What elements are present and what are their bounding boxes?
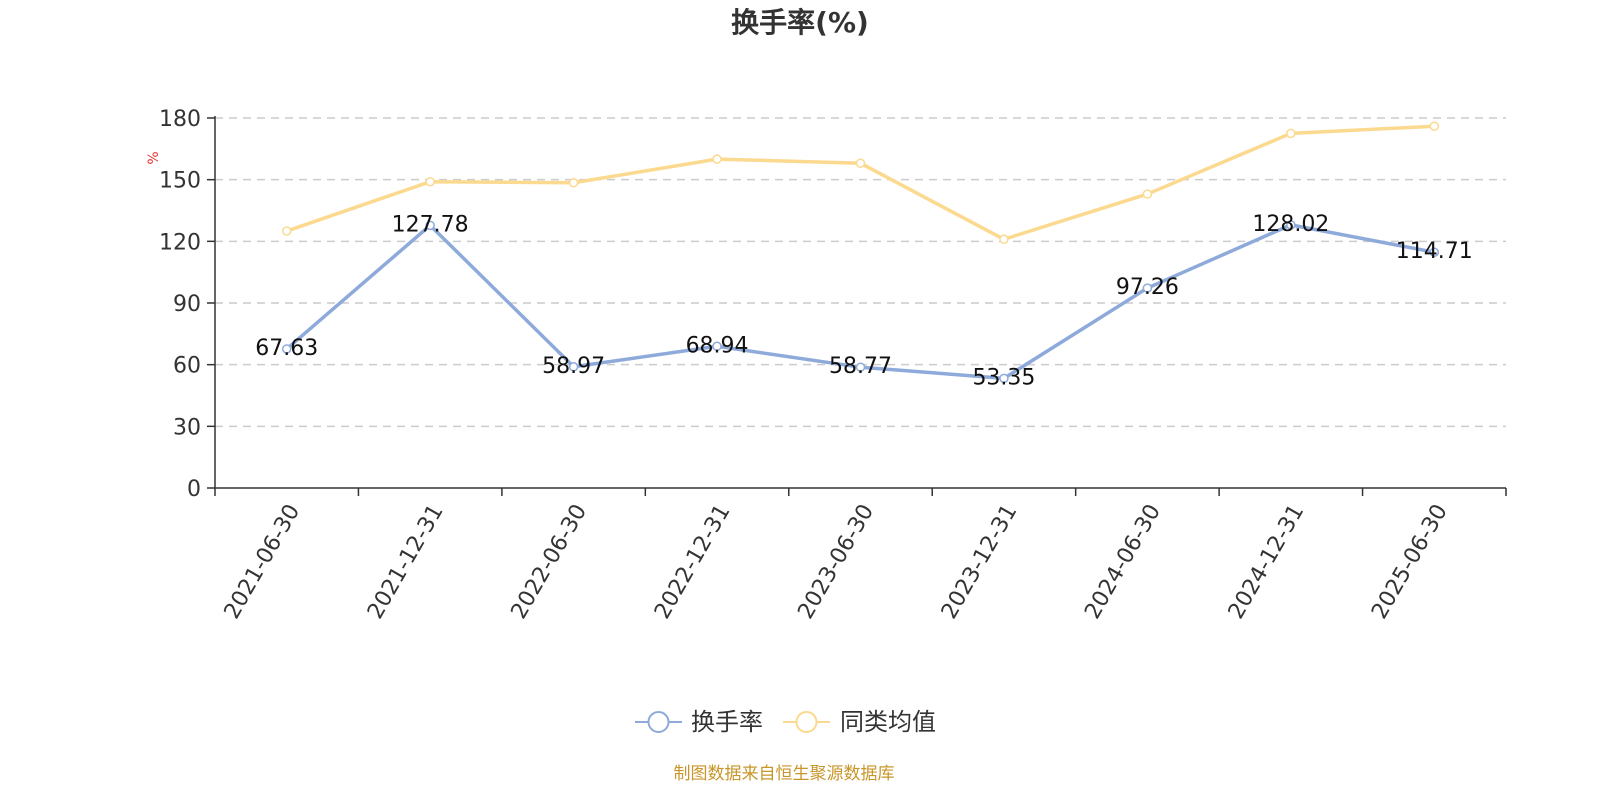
point-turnover-2025-06-30[interactable] [1429, 247, 1440, 257]
data-label-2021-12-31: 127.78 [392, 212, 469, 237]
point-turnover-2024-06-30[interactable] [1142, 283, 1153, 293]
legend-label-peer-average: 同类均值 [840, 708, 936, 736]
data-source-note: 制图数据来自恒生聚源数据库 [674, 764, 895, 784]
legend-marker-turnover [647, 711, 670, 733]
y-tick-label-90: 90 [173, 292, 201, 317]
series-lines [281, 121, 1440, 384]
data-label-2021-06-30: 67.63 [255, 336, 318, 361]
point-turnover-2022-12-31[interactable] [712, 341, 722, 352]
point-peer-average-2025-06-30[interactable] [1429, 121, 1440, 131]
point-peer-average-2023-06-30[interactable] [855, 158, 866, 168]
data-label-2025-06-30: 114.71 [1396, 239, 1473, 264]
x-tick-label-2022-06-30: 2022-06-30 [507, 500, 593, 623]
point-turnover-2022-06-30[interactable] [568, 362, 579, 372]
data-label-2022-12-31: 68.94 [686, 333, 749, 358]
y-axis-label: % [146, 151, 162, 164]
point-peer-average-2023-12-31[interactable] [999, 234, 1009, 245]
legend-label-turnover: 换手率 [691, 708, 763, 736]
x-tick-label-2024-06-30: 2024-06-30 [1080, 500, 1166, 623]
point-peer-average-2021-12-31[interactable] [425, 176, 435, 187]
point-peer-average-2024-06-30[interactable] [1142, 189, 1153, 199]
y-tick-label-0: 0 [187, 477, 201, 502]
data-label-2023-12-31: 53.35 [972, 365, 1035, 390]
y-tick-label-180: 180 [159, 107, 201, 132]
axes [207, 116, 1507, 496]
y-tick-labels: 0 30 60 90 120 150 180 [159, 107, 201, 502]
point-turnover-2023-06-30[interactable] [855, 362, 866, 372]
x-tick-label-2023-12-31: 2023-12-31 [937, 500, 1023, 623]
x-tick-label-2024-12-31: 2024-12-31 [1224, 500, 1310, 623]
point-peer-average-2021-06-30[interactable] [281, 226, 292, 236]
x-tick-label-2025-06-30: 2025-06-30 [1367, 500, 1453, 623]
point-turnover-2021-06-30[interactable] [281, 344, 292, 354]
data-labels: 67.63 127.78 58.97 68.94 58.77 53.35 97.26 128.… [255, 212, 1473, 390]
data-label-2023-06-30: 58.77 [829, 354, 892, 379]
data-label-2024-06-30: 97.26 [1116, 275, 1179, 300]
x-tick-label-2021-06-30: 2021-06-30 [220, 500, 306, 623]
legend-item-turnover[interactable]: 换手率 [635, 708, 763, 736]
x-tick-label-2021-12-31: 2021-12-31 [363, 500, 449, 623]
point-peer-average-2024-12-31[interactable] [1286, 128, 1296, 139]
y-tick-label-60: 60 [173, 354, 201, 379]
point-turnover-2021-12-31[interactable] [425, 220, 435, 231]
point-turnover-2023-12-31[interactable] [999, 373, 1009, 384]
point-peer-average-2022-06-30[interactable] [568, 178, 579, 188]
legend: 换手率 同类均值 [635, 708, 936, 736]
data-label-2024-12-31: 128.02 [1252, 212, 1329, 237]
point-peer-average-2022-12-31[interactable] [712, 154, 722, 164]
x-tick-label-2022-12-31: 2022-12-31 [650, 500, 736, 623]
legend-marker-peer-average [795, 711, 818, 733]
y-tick-label-120: 120 [159, 230, 201, 255]
y-tick-label-30: 30 [173, 415, 201, 440]
x-tick-labels: 2021-06-30 2021-12-31 2022-06-30 2022-12-31… [220, 500, 1453, 623]
legend-item-peer-average[interactable]: 同类均值 [783, 708, 936, 736]
x-tick-label-2023-06-30: 2023-06-30 [793, 500, 879, 623]
chart-title: 换手率(%) [731, 6, 869, 39]
data-label-2022-06-30: 58.97 [542, 354, 605, 379]
y-tick-label-150: 150 [159, 169, 201, 194]
point-turnover-2024-12-31[interactable] [1286, 220, 1296, 230]
